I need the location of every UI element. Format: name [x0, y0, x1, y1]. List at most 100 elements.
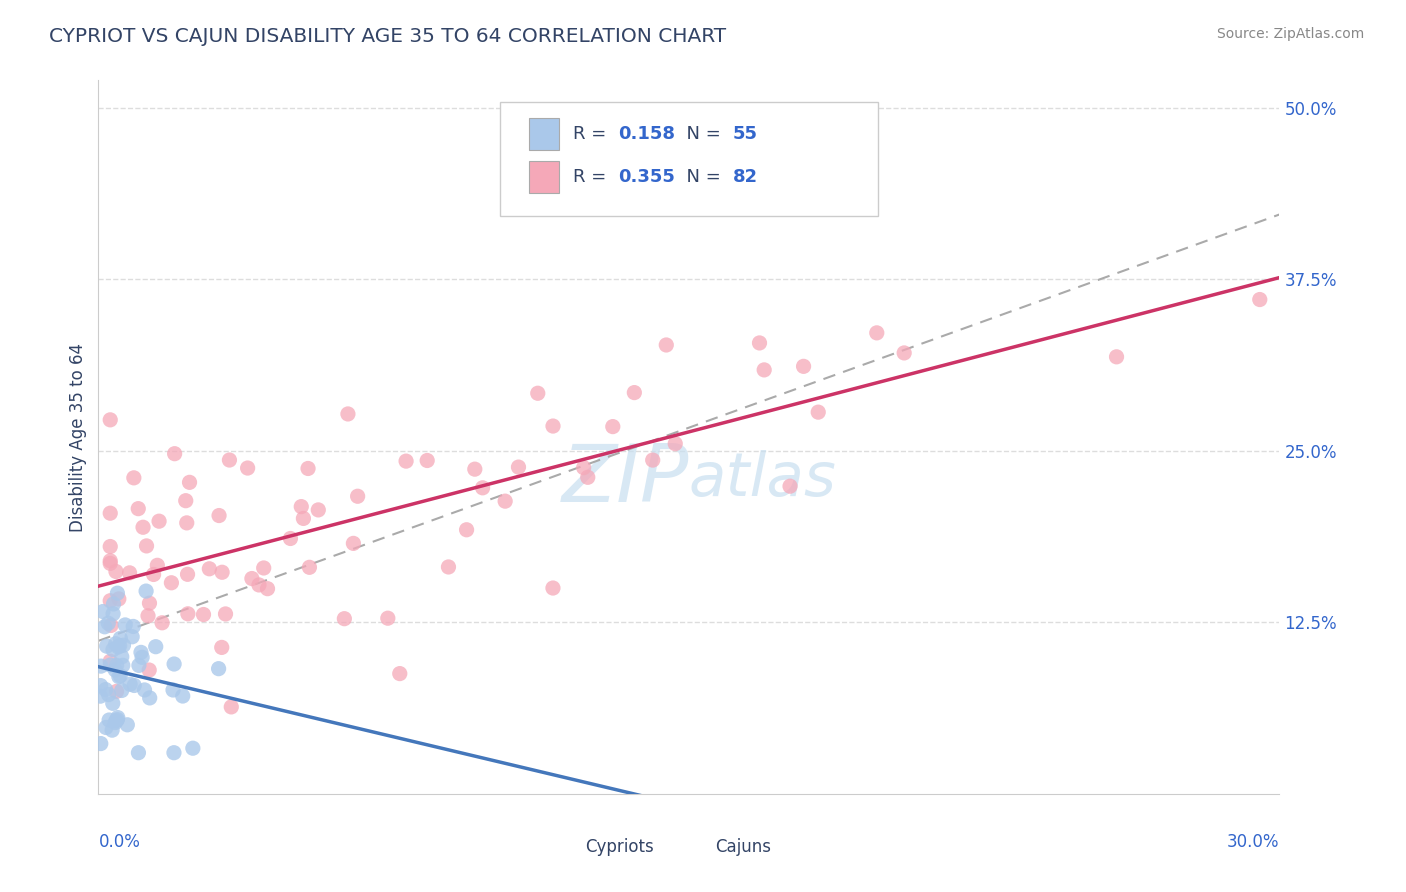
Point — [101, 642, 124, 657]
Point — [132, 520, 155, 534]
Point — [779, 479, 801, 493]
Point — [122, 619, 145, 633]
Point — [108, 670, 131, 684]
Point — [214, 607, 236, 621]
Point — [572, 460, 595, 475]
FancyBboxPatch shape — [530, 161, 560, 193]
Point — [160, 575, 183, 590]
Point — [207, 662, 229, 676]
Point — [280, 532, 302, 546]
Text: R =: R = — [574, 125, 612, 143]
Point — [298, 560, 321, 574]
Point — [307, 503, 329, 517]
Point — [150, 615, 173, 630]
Point — [98, 593, 121, 607]
Point — [107, 586, 129, 600]
Point — [333, 612, 356, 626]
Point — [138, 663, 160, 677]
Point — [135, 539, 157, 553]
Text: atlas: atlas — [689, 450, 837, 509]
Point — [94, 682, 117, 697]
Point — [162, 683, 184, 698]
Point — [576, 470, 599, 484]
Point — [98, 554, 121, 568]
Point — [127, 501, 149, 516]
Point — [98, 654, 121, 668]
Point — [163, 447, 186, 461]
Point — [89, 689, 111, 703]
FancyBboxPatch shape — [530, 118, 560, 150]
Point — [256, 582, 278, 596]
Point — [104, 663, 127, 677]
Point — [145, 640, 167, 654]
Point — [494, 494, 516, 508]
Point — [122, 471, 145, 485]
Point — [142, 567, 165, 582]
Point — [181, 741, 204, 756]
Point — [219, 699, 242, 714]
Point — [104, 714, 127, 728]
Text: 55: 55 — [733, 125, 758, 143]
Point — [290, 500, 312, 514]
Text: 30.0%: 30.0% — [1227, 833, 1279, 851]
Point — [176, 567, 198, 582]
Point — [807, 405, 830, 419]
Point — [336, 407, 359, 421]
Point — [247, 578, 270, 592]
Point — [101, 723, 124, 738]
Point — [97, 616, 120, 631]
Text: N =: N = — [675, 168, 727, 186]
Point — [104, 637, 127, 651]
Point — [105, 684, 128, 698]
Text: Cajuns: Cajuns — [714, 838, 770, 856]
Point — [112, 638, 135, 652]
Point — [135, 584, 157, 599]
Point — [91, 605, 114, 619]
Text: ZIP: ZIP — [561, 441, 689, 519]
Text: 0.0%: 0.0% — [98, 833, 141, 851]
Text: R =: R = — [574, 168, 612, 186]
FancyBboxPatch shape — [547, 833, 576, 862]
Point — [101, 696, 124, 710]
Point — [103, 597, 125, 611]
Point — [655, 338, 678, 352]
Point — [98, 557, 121, 571]
Text: 0.355: 0.355 — [619, 168, 675, 186]
Point — [193, 607, 215, 622]
Point — [136, 608, 159, 623]
Point — [107, 640, 129, 654]
Point — [90, 679, 112, 693]
Text: N =: N = — [675, 125, 727, 143]
Point — [177, 607, 200, 621]
Point — [100, 618, 122, 632]
Text: CYPRIOT VS CAJUN DISABILITY AGE 35 TO 64 CORRELATION CHART: CYPRIOT VS CAJUN DISABILITY AGE 35 TO 64… — [49, 27, 727, 45]
Point — [98, 506, 121, 520]
Point — [110, 669, 132, 683]
Point — [508, 460, 530, 475]
Point — [211, 566, 233, 580]
Point — [176, 516, 198, 530]
Point — [98, 713, 121, 727]
Point — [866, 326, 889, 340]
Point — [120, 677, 142, 691]
Point — [541, 581, 564, 595]
Point — [292, 511, 315, 525]
Point — [122, 678, 145, 692]
Point — [198, 562, 221, 576]
Point — [98, 658, 121, 673]
Point — [172, 689, 194, 703]
Point — [253, 561, 276, 575]
Point — [602, 419, 624, 434]
Y-axis label: Disability Age 35 to 64: Disability Age 35 to 64 — [69, 343, 87, 532]
Point — [218, 453, 240, 467]
Point — [541, 419, 564, 434]
Point — [93, 620, 115, 634]
Point — [664, 436, 686, 450]
Point — [90, 737, 112, 751]
Point — [641, 453, 664, 467]
Point — [148, 514, 170, 528]
Point — [471, 481, 494, 495]
Point — [94, 721, 117, 735]
Point — [111, 658, 134, 673]
Point — [96, 639, 118, 653]
